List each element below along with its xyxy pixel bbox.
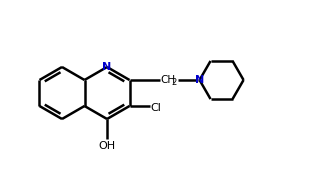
- Text: OH: OH: [98, 141, 116, 151]
- Text: CH: CH: [161, 75, 176, 85]
- Text: 2: 2: [171, 78, 177, 87]
- Text: N: N: [195, 75, 204, 85]
- Text: N: N: [102, 62, 112, 72]
- Text: Cl: Cl: [151, 103, 162, 113]
